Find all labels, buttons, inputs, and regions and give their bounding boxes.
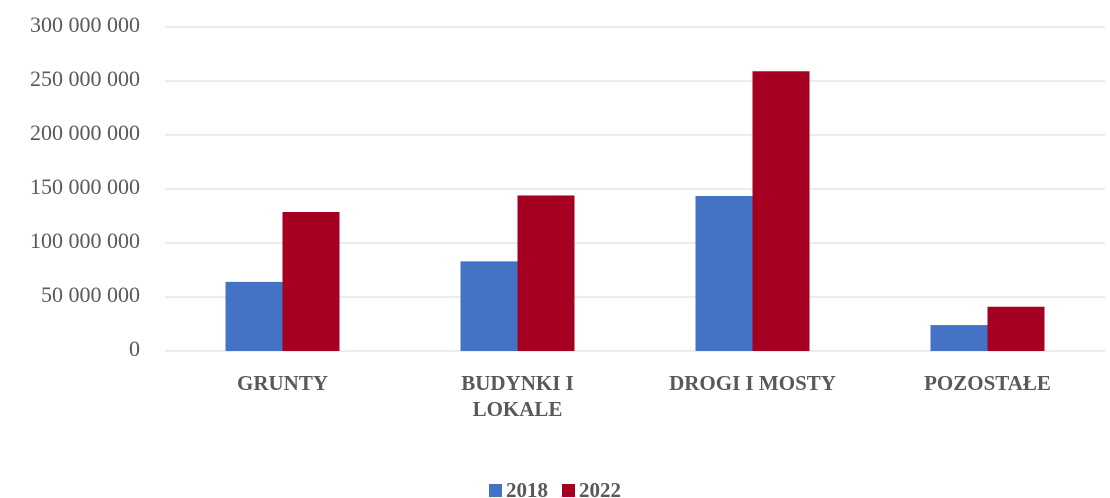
y-tick-label: 50 000 000: [41, 282, 140, 307]
y-tick-label: 150 000 000: [30, 174, 140, 199]
y-tick-label: 0: [129, 336, 140, 361]
y-tick-label: 250 000 000: [30, 66, 140, 91]
bar: [460, 261, 518, 351]
bar: [517, 195, 575, 351]
legend-label: 2018: [506, 478, 548, 498]
x-tick-label: DROGI I MOSTY: [669, 371, 836, 395]
y-tick-label: 100 000 000: [30, 228, 140, 253]
legend: 2018 2022: [0, 478, 1110, 498]
x-tick-label: POZOSTAŁE: [924, 371, 1051, 395]
legend-label: 2022: [579, 478, 621, 498]
bar: [752, 71, 810, 351]
legend-item: 2022: [562, 478, 621, 498]
legend-item: 2018: [489, 478, 548, 498]
y-tick-label: 200 000 000: [30, 120, 140, 145]
x-tick-label: BUDYNKI I LOKALE: [461, 371, 574, 421]
bar: [282, 212, 340, 351]
bar: [695, 196, 753, 351]
bar: [987, 306, 1045, 351]
x-tick-label: GRUNTY: [236, 371, 328, 395]
legend-swatch: [562, 484, 575, 497]
bar: [930, 325, 988, 351]
legend-swatch: [489, 484, 502, 497]
y-tick-label: 300 000 000: [30, 12, 140, 37]
bar: [225, 281, 283, 351]
